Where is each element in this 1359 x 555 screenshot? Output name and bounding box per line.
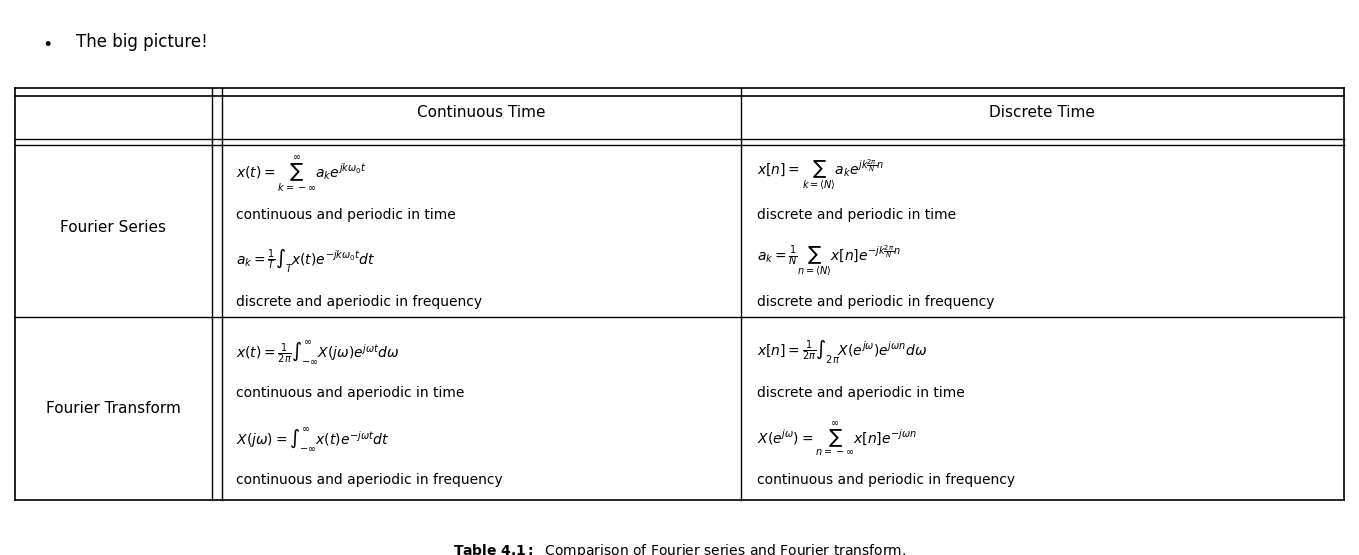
Text: discrete and aperiodic in frequency: discrete and aperiodic in frequency [236,295,482,309]
Text: $\bullet$: $\bullet$ [42,33,52,51]
Text: $a_k = \frac{1}{N} \sum_{n=\langle N \rangle} x[n] e^{-jk\frac{2\pi}{N} n}$: $a_k = \frac{1}{N} \sum_{n=\langle N \ra… [757,244,901,278]
Text: $x[n] = \sum_{k=\langle N \rangle} a_k e^{jk\frac{2\pi}{N} n}$: $x[n] = \sum_{k=\langle N \rangle} a_k e… [757,157,883,191]
Text: discrete and periodic in time: discrete and periodic in time [757,208,955,222]
Text: discrete and periodic in frequency: discrete and periodic in frequency [757,295,995,309]
Text: The big picture!: The big picture! [76,33,208,51]
Text: Fourier Series: Fourier Series [60,220,166,235]
Text: continuous and aperiodic in frequency: continuous and aperiodic in frequency [236,473,503,487]
Text: $x[n] = \frac{1}{2\pi} \int_{2\pi} X(e^{j\omega}) e^{j\omega n} d\omega$: $x[n] = \frac{1}{2\pi} \int_{2\pi} X(e^{… [757,339,927,366]
Text: $x(t) = \sum_{k=-\infty}^{\infty} a_k e^{jk\omega_0 t}$: $x(t) = \sum_{k=-\infty}^{\infty} a_k e^… [236,154,367,194]
Text: $a_k = \frac{1}{T} \int_T x(t) e^{-jk\omega_0 t} dt$: $a_k = \frac{1}{T} \int_T x(t) e^{-jk\om… [236,248,375,275]
Text: continuous and periodic in frequency: continuous and periodic in frequency [757,473,1015,487]
Text: $X(j\omega) = \int_{-\infty}^{\infty} x(t) e^{-j\omega t} dt$: $X(j\omega) = \int_{-\infty}^{\infty} x(… [236,426,389,452]
Text: Fourier Transform: Fourier Transform [46,401,181,416]
Text: discrete and aperiodic in time: discrete and aperiodic in time [757,386,965,400]
Text: Discrete Time: Discrete Time [989,104,1095,120]
Text: $\mathbf{Table\ 4.1:}$  Comparison of Fourier series and Fourier transform.: $\mathbf{Table\ 4.1:}$ Comparison of Fou… [453,542,906,555]
Text: $X(e^{j\omega}) = \sum_{n=-\infty}^{\infty} x[n] e^{-j\omega n}$: $X(e^{j\omega}) = \sum_{n=-\infty}^{\inf… [757,420,917,458]
Text: $x(t) = \frac{1}{2\pi} \int_{-\infty}^{\infty} X(j\omega) e^{j\omega t} d\omega$: $x(t) = \frac{1}{2\pi} \int_{-\infty}^{\… [236,339,400,366]
Text: Continuous Time: Continuous Time [417,104,546,120]
Text: continuous and periodic in time: continuous and periodic in time [236,208,455,222]
Text: continuous and aperiodic in time: continuous and aperiodic in time [236,386,465,400]
